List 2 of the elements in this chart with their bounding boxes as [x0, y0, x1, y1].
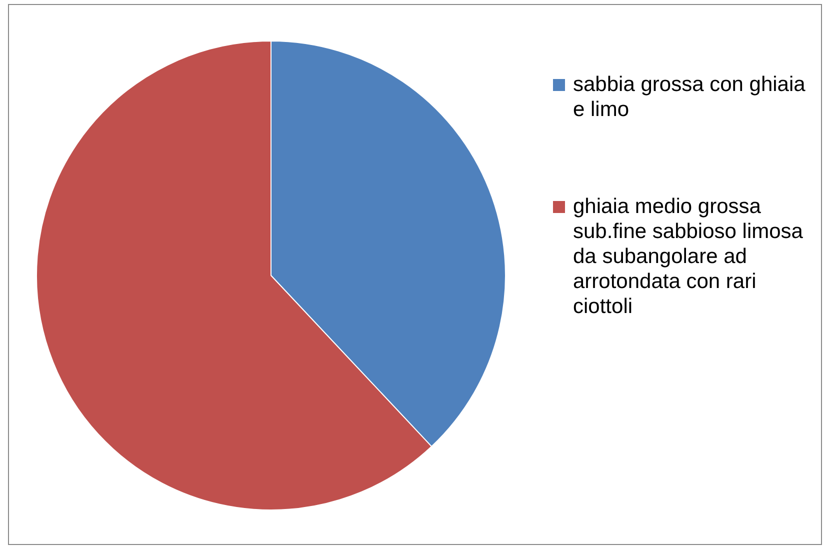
legend-label: sabbia grossa con ghiaia e limo [573, 72, 806, 122]
legend-label: ghiaia medio grossa sub.fine sabbioso limosa da subangolare ad arrotondata con rari ciottoli [573, 194, 804, 319]
